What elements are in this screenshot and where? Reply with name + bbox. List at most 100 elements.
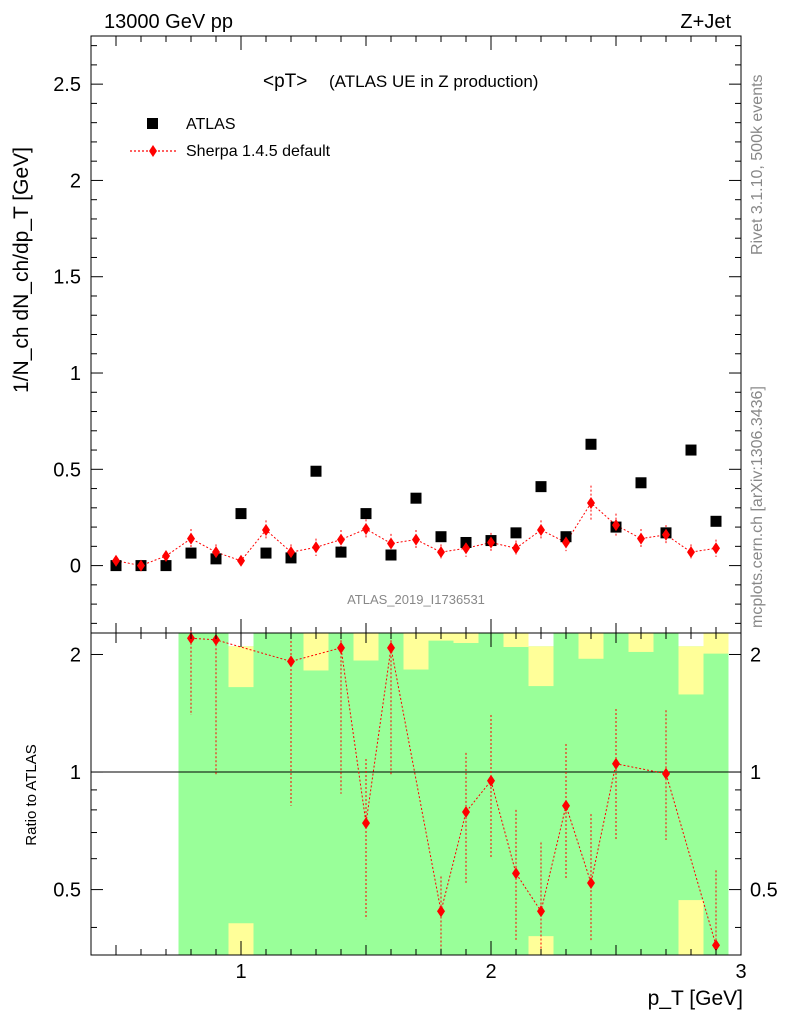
ratio-sherpa-point	[537, 905, 545, 918]
syst-band-bin	[628, 633, 654, 652]
chart-title: <pT>	[263, 71, 307, 92]
sherpa-point	[312, 541, 320, 554]
sherpa-point	[387, 537, 395, 550]
ratio-sherpa-point	[462, 806, 470, 819]
main-y-tick-label: 2	[70, 170, 81, 192]
sherpa-point	[687, 546, 695, 559]
syst-band-bin	[678, 646, 704, 695]
legend-sherpa-label: Sherpa 1.4.5 default	[186, 143, 331, 160]
ratio-sherpa-point	[387, 641, 395, 654]
sherpa-point	[637, 532, 645, 545]
atlas-point	[260, 547, 272, 559]
ratio-sherpa-point	[287, 655, 295, 668]
syst-band-bin	[528, 936, 554, 955]
stat-band-bin	[378, 633, 404, 955]
sherpa-point	[562, 536, 570, 549]
sherpa-point	[487, 536, 495, 549]
atlas-point	[435, 531, 447, 543]
chart-subtitle: (ATLAS UE in Z production)	[329, 72, 538, 91]
legend: ATLAS Sherpa 1.4.5 default	[130, 116, 331, 160]
sherpa-point	[537, 523, 545, 536]
ratio-sherpa-point	[362, 817, 370, 830]
atlas-point	[210, 553, 222, 565]
atlas-point	[360, 508, 372, 520]
sherpa-point	[162, 549, 170, 562]
atlas-point	[335, 546, 347, 558]
stat-band-bin	[328, 633, 354, 955]
legend-atlas-label: ATLAS	[186, 116, 236, 133]
atlas-point	[710, 515, 722, 527]
stat-band-bin	[478, 633, 504, 955]
sherpa-point	[712, 542, 720, 555]
sherpa-point	[137, 559, 145, 572]
atlas-point	[160, 560, 172, 572]
band-gap	[678, 633, 704, 647]
header-left: 13000 GeV pp	[104, 11, 233, 33]
ratio-sherpa-point	[337, 641, 345, 654]
x-tick-label: 3	[735, 961, 746, 983]
x-tick-label: 2	[485, 961, 496, 983]
mcplots-label: mcplots.cern.ch [arXiv:1306.3436]	[749, 386, 766, 628]
stat-band-bin	[703, 633, 729, 955]
atlas-point	[410, 492, 422, 504]
sherpa-point	[437, 546, 445, 559]
legend-sherpa-marker	[149, 145, 157, 157]
sherpa-point	[287, 546, 295, 559]
sherpa-point	[662, 528, 670, 541]
main-y-tick-label: 0	[70, 556, 81, 578]
sherpa-point	[262, 523, 270, 536]
syst-band-bin	[228, 646, 254, 688]
ratio-y-tick-label-right: 1	[750, 762, 761, 784]
header-right: Z+Jet	[680, 11, 731, 33]
stat-band-bin	[403, 633, 429, 955]
stat-band-bin	[653, 633, 679, 955]
stat-band-bin	[628, 633, 654, 955]
atlas-point	[185, 547, 197, 559]
atlas-point	[510, 527, 522, 539]
ratio-sherpa-point	[512, 867, 520, 880]
analysis-watermark: ATLAS_2019_I1736531	[347, 592, 485, 607]
stat-band-bin	[253, 633, 279, 955]
atlas-point	[585, 438, 597, 450]
atlas-point	[385, 549, 397, 561]
syst-band-bin	[403, 633, 429, 670]
ratio-y-tick-label-right: 0.5	[750, 880, 778, 902]
sherpa-point	[612, 519, 620, 532]
x-axis-label: p_T [GeV]	[648, 987, 743, 1010]
legend-atlas-marker	[147, 118, 158, 129]
main-y-tick-label: 2.5	[53, 74, 81, 96]
main-y-tick-label: 1.5	[53, 267, 81, 289]
ratio-sherpa-line	[190, 637, 717, 946]
sherpa-point	[187, 532, 195, 545]
stat-band-bin	[203, 633, 229, 955]
stat-band-bin	[528, 633, 554, 955]
ratio-sherpa-point	[662, 767, 670, 780]
stat-band-bin	[503, 633, 529, 955]
ratio-y-tick-label: 2	[70, 644, 81, 666]
sherpa-point	[462, 542, 470, 555]
sherpa-point	[362, 523, 370, 536]
ratio-sherpa-point	[587, 876, 595, 889]
rivet-label: Rivet 3.1.10, 500k events	[749, 74, 766, 255]
ratio-y-axis-label: Ratio to ATLAS	[23, 744, 40, 845]
main-panel: 0 0.5 1 1.5 2 2.5	[53, 35, 742, 634]
atlas-point	[235, 508, 247, 520]
ratio-sherpa-point	[612, 757, 620, 770]
atlas-point	[535, 481, 547, 493]
syst-band-bin	[303, 633, 329, 671]
ratio-sherpa-point	[437, 905, 445, 918]
ratio-sherpa-point	[712, 939, 720, 952]
ratio-y-tick-label: 0.5	[53, 880, 81, 902]
sherpa-point	[412, 533, 420, 546]
syst-band-bin	[703, 633, 729, 654]
sherpa-point	[237, 554, 245, 567]
stat-band-bin	[578, 633, 604, 955]
atlas-point	[635, 477, 647, 489]
sherpa-point	[337, 533, 345, 546]
syst-band-bin	[503, 633, 529, 648]
atlas-point	[310, 465, 322, 477]
atlas-point	[685, 444, 697, 456]
sherpa-point	[512, 542, 520, 555]
ratio-sherpa-point	[562, 799, 570, 812]
stat-band-bin	[353, 633, 379, 955]
